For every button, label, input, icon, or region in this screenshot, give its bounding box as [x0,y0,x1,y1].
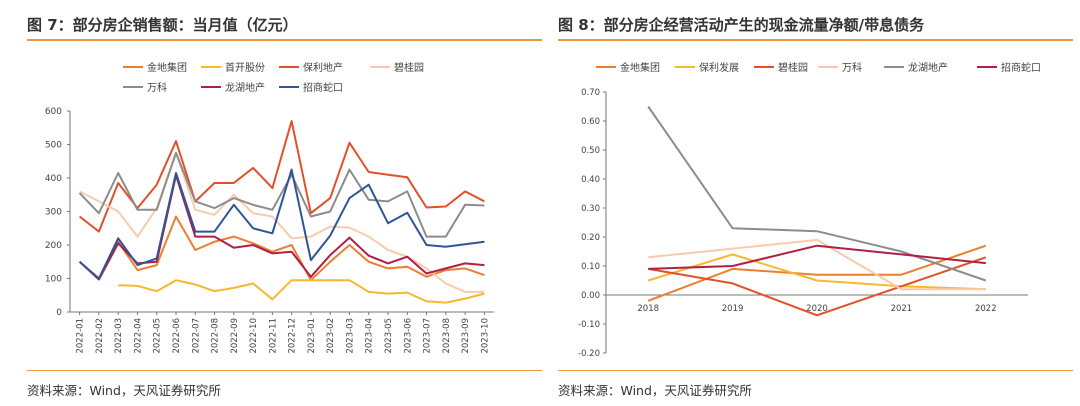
legend-label: 保利发展 [699,61,739,74]
x-tick-label: 2023-01 [307,318,317,354]
x-tick-label: 2022-12 [288,318,298,354]
legend-label: 万科 [842,61,862,74]
y-tick-label: -0.10 [578,320,600,330]
title-divider [558,39,1073,41]
x-tick-label: 2018 [637,304,659,314]
x-tick-label: 2020 [806,304,828,314]
x-tick-label: 2023-08 [442,318,452,354]
legend-label: 碧桂园 [778,61,808,74]
y-tick-label: 200 [45,241,62,251]
chart-panel-cashflow: 图 8：部分房企经营活动产生的现金流量净额/带息债务 金地集团 保利发展 碧桂园 万科… [558,0,1073,406]
x-tick-label: 2023-07 [423,318,433,354]
y-tick-label: 100 [45,275,62,285]
series-line [647,105,987,282]
x-tick-label: 2019 [722,304,744,314]
legend-label: 招商蛇口 [303,81,343,94]
series-line [78,215,485,282]
legend-label: 金地集团 [147,61,187,74]
series-line [648,256,987,317]
x-tick-label: 2022-05 [153,318,163,354]
footer-divider [558,370,1073,371]
x-tick-label: 2022-07 [191,318,201,354]
x-tick-label: 2022-08 [211,318,221,354]
series-line [647,253,986,291]
y-tick-label: 0.40 [581,175,600,185]
y-tick-label: 0.50 [581,146,600,156]
series-line [78,120,485,233]
x-tick-label: 2023-06 [403,318,413,354]
source-note: 资料来源：Wind，天风证券研究所 [27,383,221,398]
series-line [78,151,485,238]
x-tick-label: 2023-04 [365,318,375,354]
x-tick-label: 2021 [891,304,913,314]
x-tick-label: 2023-09 [461,318,471,354]
y-tick-label: 0.10 [581,262,600,272]
y-tick-label: 600 [45,107,62,117]
legend-label: 碧桂园 [394,61,424,74]
legend-label: 万科 [147,81,167,94]
y-tick-label: 0.00 [581,291,600,301]
y-tick-label: 300 [45,208,62,218]
cashflow-line-chart: 金地集团 保利发展 碧桂园 万科 龙湖地产 招商蛇口 0.70 0.60 0.50 0.40 0.3… [578,61,1041,359]
source-note: 资料来源：Wind，天风证券研究所 [558,383,752,398]
y-tick-label: 400 [45,174,62,184]
y-tick-label: 0.30 [581,204,600,214]
footer-divider [27,370,542,371]
y-tick-label: -0.20 [578,349,600,359]
x-tick-label: 2022-02 [95,318,105,354]
y-tick-label: 0 [56,308,62,318]
series-line [118,279,485,304]
y-tick-label: 0.20 [581,233,600,243]
x-tick-label: 2022-01 [76,318,86,354]
y-tick-label: 500 [45,141,62,151]
title-divider [27,39,542,41]
y-tick-label: 0.60 [581,117,600,127]
legend-label: 龙湖地产 [908,61,948,74]
series-line [79,151,485,293]
series-line [647,244,987,302]
x-tick-label: 2022-03 [114,318,124,354]
x-tick-label: 2023-03 [345,318,355,354]
x-tick-label: 2023-05 [384,318,394,354]
x-tick-label: 2022-10 [249,318,259,354]
x-tick-label: 2023-02 [326,318,336,354]
series-line [78,168,485,280]
chart-title: 图 7：部分房企销售额：当月值（亿元） [27,16,298,34]
legend-label: 金地集团 [620,61,660,74]
x-tick-label: 2022-11 [268,318,278,354]
legend-label: 首开股份 [225,61,265,74]
series-line [648,238,986,291]
chart-panel-sales: 图 7：部分房企销售额：当月值（亿元） 金地集团 首开股份 保利地产 碧桂园万科 龙湖地… [27,0,542,406]
y-tick-label: 0.70 [581,88,600,98]
legend-label: 招商蛇口 [1001,61,1041,74]
x-tick-label: 2022-06 [172,318,182,354]
x-tick-label: 2023-10 [480,318,490,354]
legend-label: 保利地产 [303,61,343,74]
x-tick-label: 2022-09 [230,318,240,354]
legend-label: 龙湖地产 [225,81,265,94]
series-line [648,244,986,270]
x-tick-label: 2022 [975,304,997,314]
x-tick-label: 2022-04 [133,318,143,354]
chart-title: 图 8：部分房企经营活动产生的现金流量净额/带息债务 [558,16,925,34]
